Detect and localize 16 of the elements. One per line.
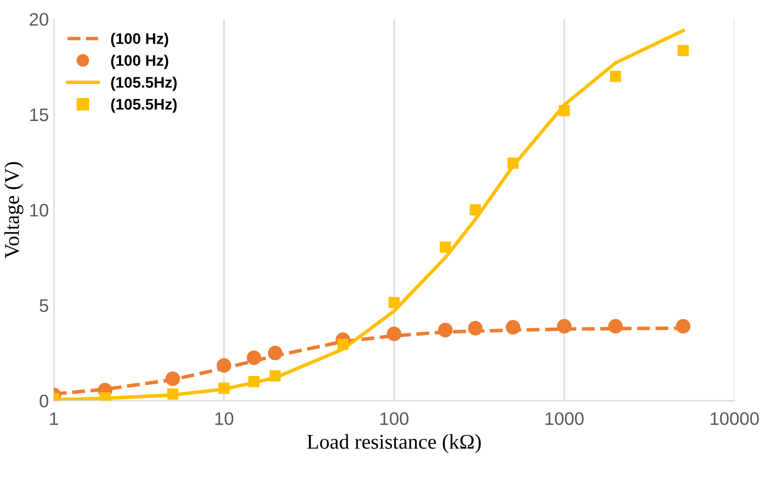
x-axis-title: Load resistance (kΩ) xyxy=(307,434,481,454)
x-tick-label: 100 xyxy=(380,412,408,426)
legend-label: (105.5Hz) xyxy=(111,98,177,113)
y-tick-label: 0 xyxy=(40,394,48,408)
x-tick-label: 10 xyxy=(215,412,234,426)
y-axis-title: Voltage (V) xyxy=(4,162,24,258)
x-tick-label: 1 xyxy=(50,412,58,425)
x-tick-label: 1000 xyxy=(546,412,584,426)
y-tick-label: 10 xyxy=(30,204,48,217)
legend-label: (105.5Hz) xyxy=(111,76,177,91)
y-tick-label: 20 xyxy=(30,13,48,26)
legend-label: (100 Hz) xyxy=(111,54,168,69)
y-tick-label: 5 xyxy=(40,299,48,312)
x-tick-label: 10000 xyxy=(710,412,759,426)
legend-label: (100 Hz) xyxy=(111,32,168,48)
y-tick-label: 15 xyxy=(30,108,48,122)
